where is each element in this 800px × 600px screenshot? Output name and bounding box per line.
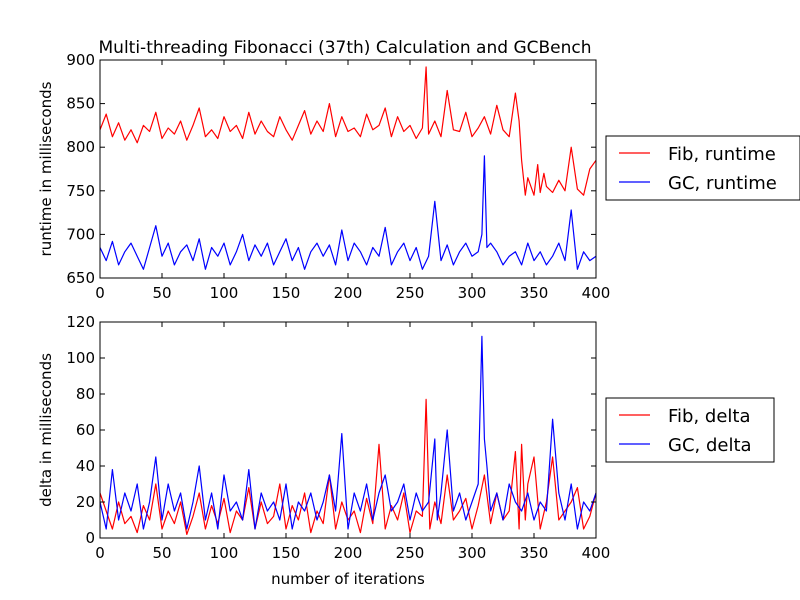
runtime-y-tick-label: 650 <box>66 269 95 287</box>
runtime-y-tick-label: 850 <box>66 95 95 113</box>
delta-y-axis-label: delta in milliseconds <box>37 353 55 507</box>
legend-label-gc-runtime: GC, runtime <box>668 173 777 194</box>
delta-y-tick-label: 120 <box>66 313 95 331</box>
delta-x-tick-label: 200 <box>334 544 363 562</box>
runtime-legend-box <box>605 135 800 201</box>
runtime-series-line-fib <box>99 66 597 196</box>
delta-legend-box <box>605 397 775 463</box>
delta-plot-area <box>100 322 596 538</box>
runtime-y-tick-label: 800 <box>66 138 95 156</box>
chart-title: Multi-threading Fibonacci (37th) Calcula… <box>99 38 592 58</box>
delta-x-tick-label: 100 <box>210 544 239 562</box>
delta-x-ticks: 0 50 100 150 200 250 300 350 400 <box>95 322 610 562</box>
runtime-x-tick-label: 250 <box>396 284 425 302</box>
runtime-x-tick-label: 0 <box>95 284 105 302</box>
delta-x-tick-label: 350 <box>520 544 549 562</box>
delta-x-tick-label: 150 <box>272 544 301 562</box>
runtime-series-group <box>99 66 597 270</box>
delta-x-tick-label: 400 <box>582 544 611 562</box>
runtime-y-axis-label: runtime in milliseconds <box>37 81 55 256</box>
delta-y-tick-label: 0 <box>85 529 95 547</box>
delta-series-line-gc <box>99 335 597 530</box>
runtime-x-tick-label: 350 <box>520 284 549 302</box>
delta-x-tick-label: 300 <box>458 544 487 562</box>
runtime-series-line-gc <box>99 155 597 270</box>
runtime-chart: Multi-threading Fibonacci (37th) Calcula… <box>37 38 800 302</box>
delta-series-group <box>99 335 597 536</box>
delta-y-tick-label: 20 <box>76 493 95 511</box>
legend-label-gc-delta: GC, delta <box>668 435 752 456</box>
legend-label-fib-delta: Fib, delta <box>668 406 751 427</box>
runtime-y-tick-label: 700 <box>66 225 95 243</box>
runtime-x-ticks: 0 50 100 150 200 250 300 350 400 <box>95 60 610 302</box>
delta-x-tick-label: 250 <box>396 544 425 562</box>
runtime-x-tick-label: 400 <box>582 284 611 302</box>
delta-series-line-fib <box>99 398 597 536</box>
delta-y-tick-label: 80 <box>76 385 95 403</box>
runtime-y-tick-label: 900 <box>66 51 95 69</box>
runtime-x-tick-label: 50 <box>152 284 171 302</box>
x-axis-label: number of iterations <box>271 570 425 588</box>
delta-chart: 0 50 100 150 200 250 300 350 400 0 20 40 60 80 100 120… <box>37 313 775 588</box>
delta-x-tick-label: 0 <box>95 544 105 562</box>
runtime-y-ticks: 650 700 750 800 850 900 <box>66 51 596 287</box>
legend-label-fib-runtime: Fib, runtime <box>668 144 776 165</box>
runtime-x-tick-label: 150 <box>272 284 301 302</box>
runtime-x-tick-label: 200 <box>334 284 363 302</box>
runtime-x-tick-label: 300 <box>458 284 487 302</box>
runtime-y-tick-label: 750 <box>66 182 95 200</box>
delta-y-tick-label: 40 <box>76 457 95 475</box>
delta-legend: Fib, delta GC, delta <box>605 397 775 463</box>
runtime-plot-area <box>100 60 596 278</box>
delta-x-tick-label: 50 <box>152 544 171 562</box>
runtime-x-tick-label: 100 <box>210 284 239 302</box>
runtime-legend: Fib, runtime GC, runtime <box>605 135 800 201</box>
delta-y-tick-label: 100 <box>66 349 95 367</box>
delta-y-ticks: 0 20 40 60 80 100 120 <box>66 313 596 547</box>
delta-y-tick-label: 60 <box>76 421 95 439</box>
